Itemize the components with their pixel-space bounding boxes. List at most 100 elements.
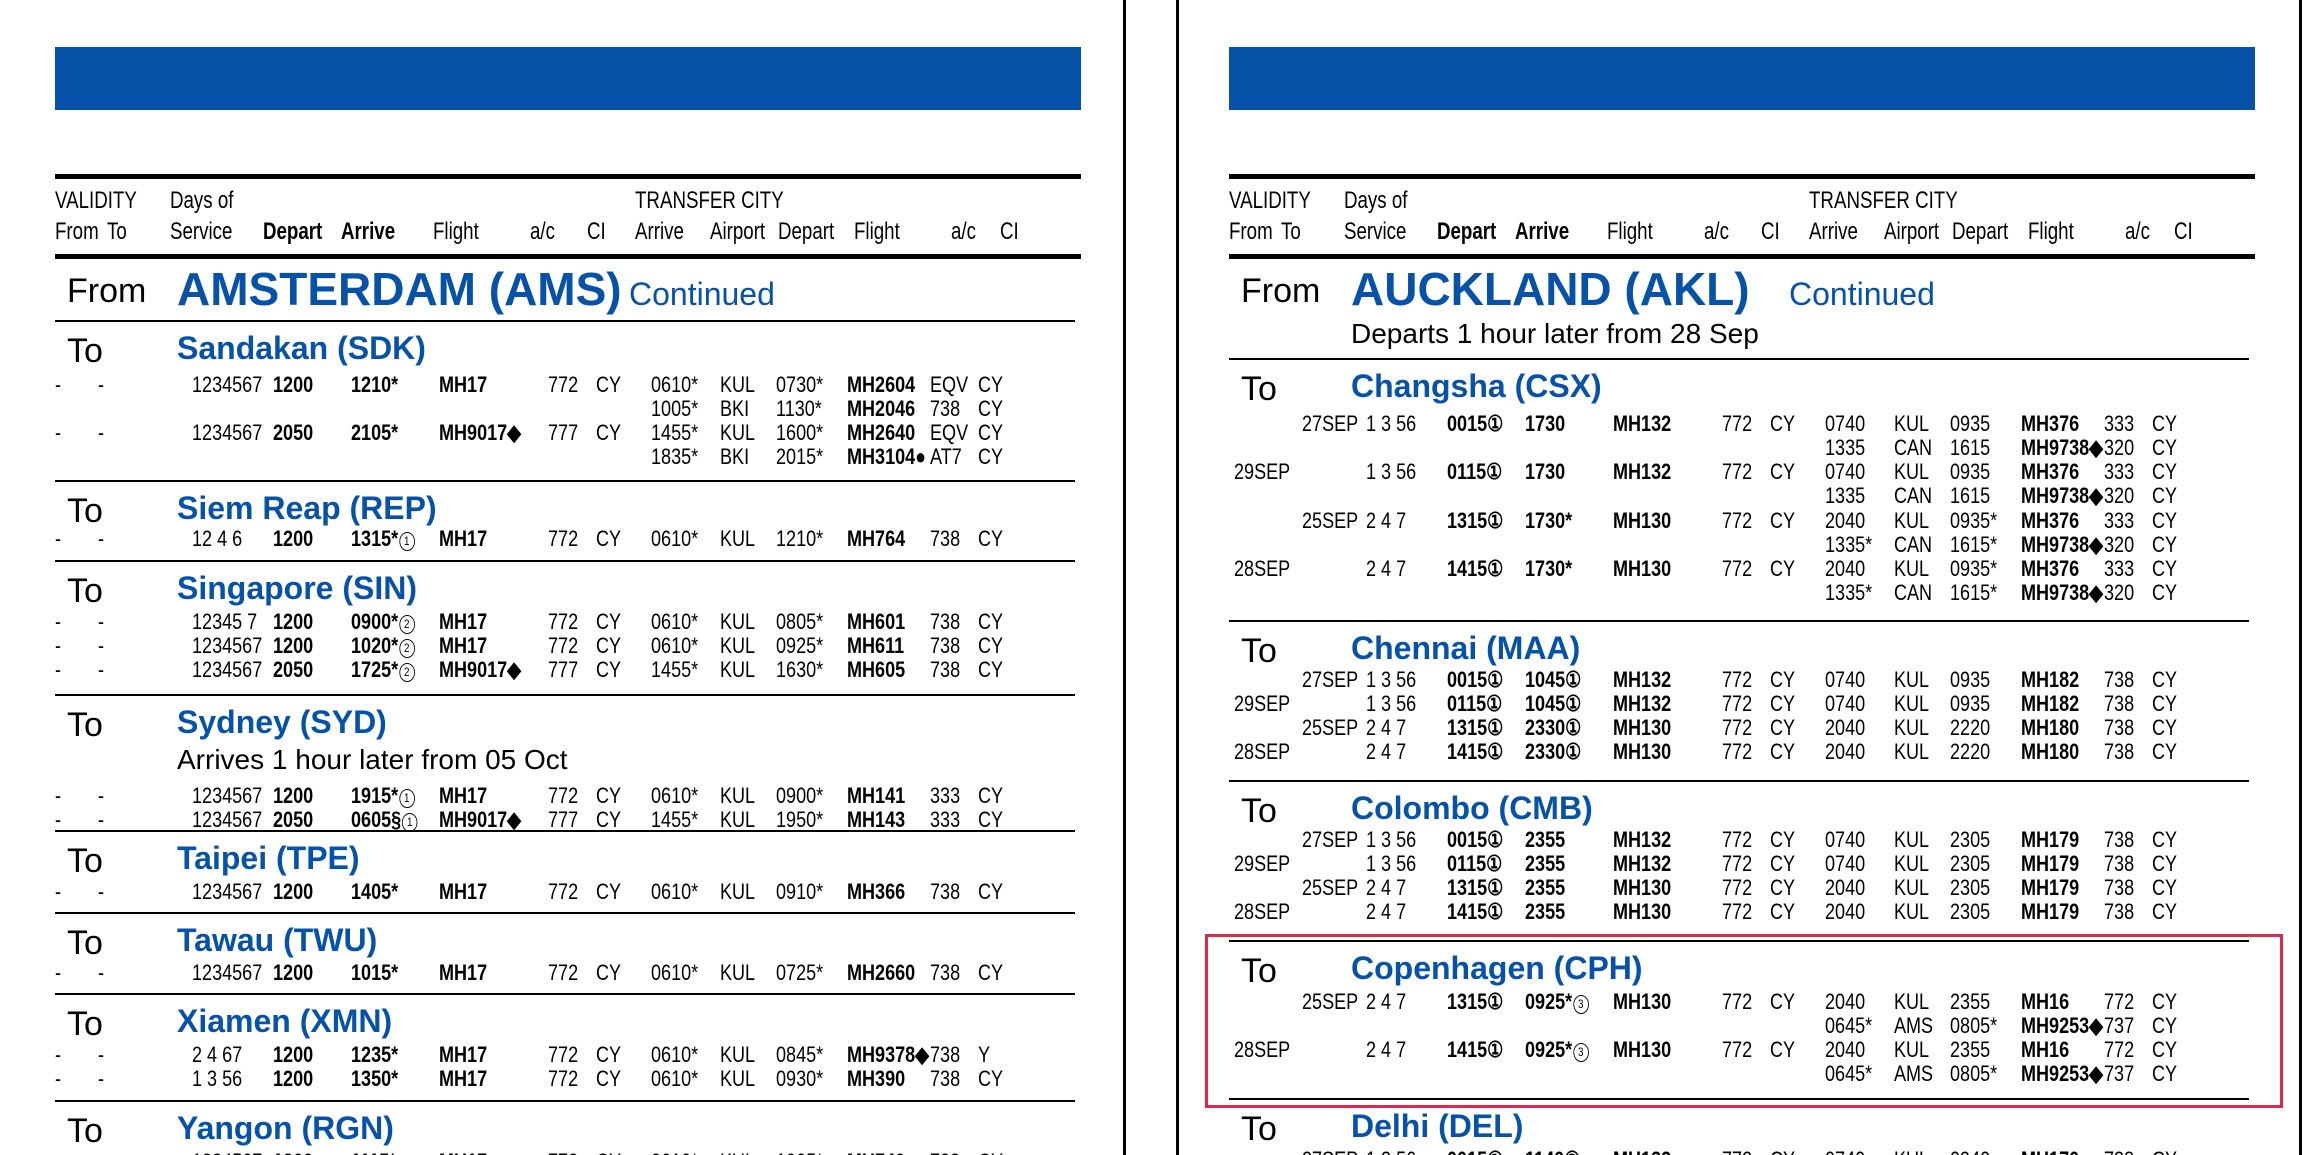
section-rule xyxy=(55,480,1075,482)
cell: 0115① xyxy=(1447,691,1503,716)
cell: 738 xyxy=(930,396,961,421)
cell: 2355 xyxy=(1525,875,1566,900)
cell: CY xyxy=(2152,459,2178,484)
cell: 1615 xyxy=(1950,435,1991,460)
cell: - xyxy=(98,1150,104,1155)
cell: MH376 xyxy=(2021,556,2080,581)
cell: CY xyxy=(596,609,622,634)
cell: 2 4 7 xyxy=(1366,1037,1407,1062)
header-rule-top xyxy=(1229,174,2255,179)
cell: 333 xyxy=(2104,556,2135,581)
cell: CY xyxy=(2152,827,2178,852)
from-label: From xyxy=(1241,272,1321,310)
cell: - xyxy=(98,807,105,832)
cell: 0605§ 1 xyxy=(351,808,418,832)
cell: 738 xyxy=(2104,739,2135,764)
cell: CY xyxy=(2152,1148,2177,1155)
cell: MH376 xyxy=(2021,459,2080,484)
cell: KUL xyxy=(720,783,756,808)
col-depart: Depart xyxy=(263,218,323,245)
col-to: To xyxy=(107,218,127,245)
cell: 1725* 2 xyxy=(351,658,415,682)
header-banner xyxy=(1229,47,2255,110)
cell: 772 xyxy=(548,609,579,634)
cell: AMS xyxy=(1894,1061,1934,1086)
cell: - xyxy=(55,372,62,397)
cell: 1455* xyxy=(651,657,699,682)
cell: CY xyxy=(978,1150,1003,1155)
cell: KUL xyxy=(720,1066,756,1091)
to-label: To xyxy=(1241,952,1277,990)
cell: MH130 xyxy=(1613,899,1672,924)
section-rule xyxy=(1229,620,2249,622)
cell: 1315① xyxy=(1447,508,1504,533)
to-label: To xyxy=(1241,632,1277,670)
cell: 27SEP xyxy=(1302,667,1359,692)
cell: 2040 xyxy=(1825,899,1866,924)
col-transfer-city: TRANSFER CITY xyxy=(1809,187,1958,214)
cell: 2330① xyxy=(1525,715,1582,740)
cell: CY xyxy=(978,396,1004,421)
destination-name: Copenhagen (CPH) xyxy=(1351,950,1643,986)
cell: 1915* 1 xyxy=(351,784,415,808)
day-offset-circle: 2 xyxy=(398,663,415,682)
cell: 2050 xyxy=(273,420,314,445)
section-rule xyxy=(55,1100,1075,1102)
cell: 738 xyxy=(930,633,961,658)
cell: 1210* xyxy=(776,526,824,551)
cell: 2040 xyxy=(1825,989,1866,1014)
cell: KUL xyxy=(1894,1148,1929,1155)
col-transfer-ac: a/c xyxy=(2125,218,2150,245)
cell: 25SEP xyxy=(1302,875,1359,900)
cell: 772 xyxy=(548,1042,579,1067)
cell: - xyxy=(55,1042,62,1067)
cell: CY xyxy=(1770,739,1796,764)
cell: 1415① xyxy=(1447,899,1504,924)
cell: 2305 xyxy=(1950,851,1991,876)
cell: 738 xyxy=(930,1150,960,1155)
cell: 737 xyxy=(2104,1013,2135,1038)
destination-name: Sandakan (SDK) xyxy=(177,330,426,366)
cell: 1615* xyxy=(1950,580,1998,605)
cell: CY xyxy=(2152,1037,2178,1062)
cell: 1315① xyxy=(1447,989,1504,1014)
cell: 0930* xyxy=(776,1066,824,1091)
cell: KUL xyxy=(1894,875,1930,900)
cell: 1 3 56 xyxy=(1366,827,1417,852)
cell: KUL xyxy=(1894,827,1930,852)
cell: CY xyxy=(2152,989,2178,1014)
cell: 0610* xyxy=(651,960,699,985)
col-transfer-depart: Depart xyxy=(778,218,835,245)
col-transfer-arrive: Arrive xyxy=(1809,218,1858,245)
cell: EQV xyxy=(930,372,969,397)
cell: MH132 xyxy=(1613,851,1672,876)
cell: CY xyxy=(1770,667,1796,692)
cell: 320 xyxy=(2104,580,2135,605)
cell: MH611 xyxy=(847,633,905,658)
cell: CY xyxy=(2152,875,2178,900)
cell: 29SEP xyxy=(1234,851,1291,876)
cell: MH182 xyxy=(2021,667,2080,692)
cell: CY xyxy=(596,420,622,445)
cell: 777 xyxy=(548,420,579,445)
cell: 1730* xyxy=(1525,556,1573,581)
cell: 738 xyxy=(930,1042,961,1067)
cell: 320 xyxy=(2104,532,2135,557)
cell: 0115① xyxy=(1447,851,1503,876)
cell: KUL xyxy=(1894,899,1930,924)
destination-name: Tawau (TWU) xyxy=(177,922,378,958)
cell: 1234567 xyxy=(192,372,263,397)
origin-city: AMSTERDAM (AMS) xyxy=(177,263,622,315)
cell: CY xyxy=(2152,667,2178,692)
cell: CY xyxy=(1770,715,1796,740)
cell: CY xyxy=(978,1066,1004,1091)
cell: 333 xyxy=(2104,411,2135,436)
cell: - xyxy=(98,879,105,904)
destination-name: Xiamen (XMN) xyxy=(177,1003,393,1039)
cell: - xyxy=(98,783,105,808)
cell: 0935 xyxy=(1950,667,1991,692)
cell: 772 xyxy=(1722,851,1753,876)
cell: MH2640 xyxy=(847,420,916,445)
cell: 1 3 56 xyxy=(1366,691,1417,716)
cell: 2355 xyxy=(1950,989,1991,1014)
